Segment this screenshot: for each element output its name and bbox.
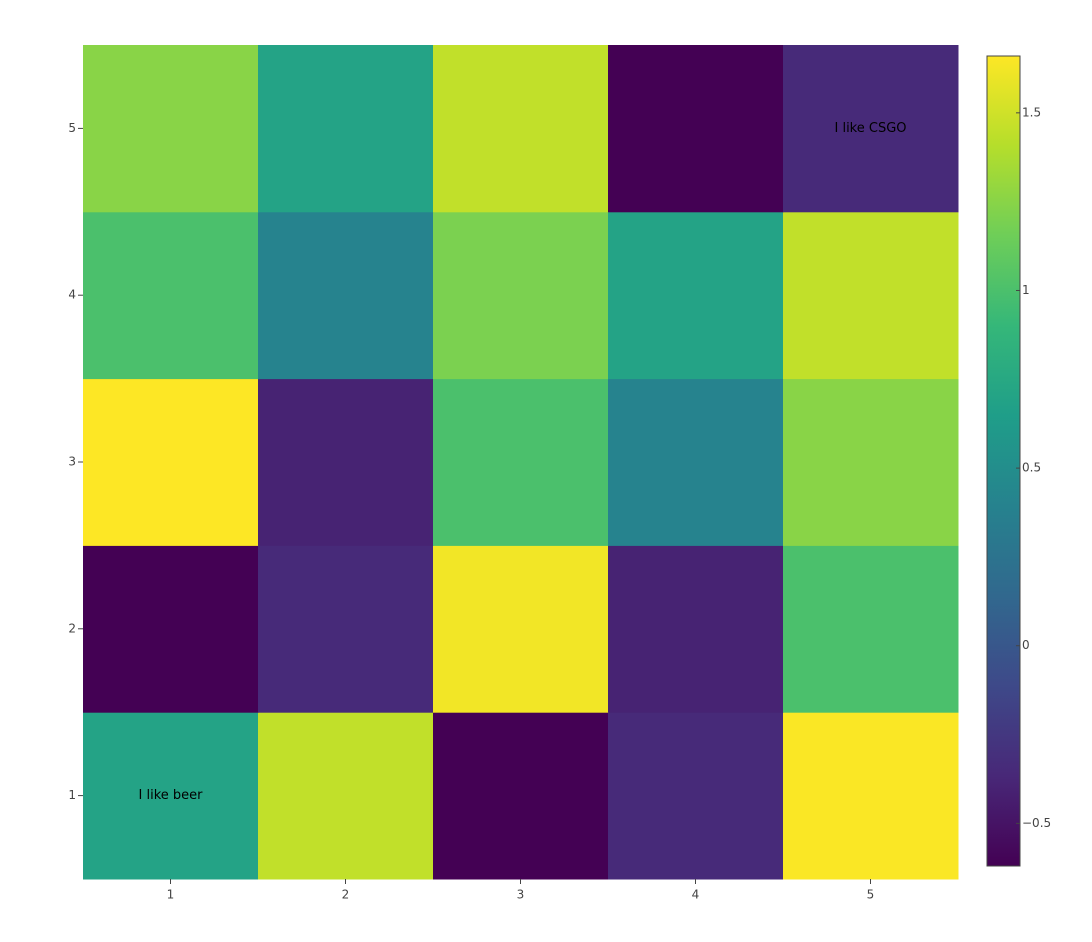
heatmap-cell	[783, 712, 959, 880]
heatmap-cell	[783, 378, 959, 546]
colorbar-tick-label: 0	[1022, 638, 1030, 652]
heatmap-cell	[258, 712, 434, 880]
heatmap-cell	[608, 45, 784, 213]
x-tick-label: 2	[342, 888, 350, 902]
heatmap-cell	[83, 211, 259, 380]
x-tick-label: 4	[692, 888, 700, 902]
heatmap-cell	[783, 545, 959, 713]
y-tick-label: 5	[68, 121, 76, 135]
x-tick-label: 1	[167, 888, 175, 902]
colorbar-tick-label: 1	[1022, 283, 1030, 297]
heatmap-cell	[83, 45, 259, 213]
colorbar-tick-label: 0.5	[1022, 461, 1041, 475]
heatmap-cell	[608, 378, 784, 546]
y-tick-label: 4	[68, 288, 76, 302]
heatmap-cell	[258, 545, 434, 713]
annotation: I like beer	[139, 788, 204, 803]
heatmap-cell	[783, 211, 959, 380]
heatmap-cell	[608, 211, 784, 380]
x-tick-label: 5	[867, 888, 875, 902]
heatmap-cell	[83, 712, 259, 880]
y-tick-label: 3	[68, 455, 76, 469]
colorbar-tick-label: 1.5	[1022, 105, 1041, 119]
heatmap-cell	[258, 45, 434, 213]
heatmap-cell	[433, 378, 609, 546]
heatmap-cell	[433, 545, 609, 713]
heatmap-cell	[83, 545, 259, 713]
heatmap-cell	[83, 378, 259, 546]
heatmap-cell	[783, 45, 959, 213]
colorbar	[986, 55, 1021, 867]
y-tick-label: 1	[68, 788, 76, 802]
heatmap-cell	[433, 712, 609, 880]
x-tick-label: 3	[517, 888, 525, 902]
heatmap-cell	[433, 211, 609, 380]
annotation: I like CSGO	[834, 121, 906, 136]
heatmap-cell	[258, 378, 434, 546]
y-tick-label: 2	[68, 621, 76, 635]
heatmap-cell	[608, 712, 784, 880]
heatmap-cell	[608, 545, 784, 713]
heatmap-cell	[258, 211, 434, 380]
colorbar-tick-label: −0.5	[1022, 816, 1051, 830]
heatmap-cell	[433, 45, 609, 213]
